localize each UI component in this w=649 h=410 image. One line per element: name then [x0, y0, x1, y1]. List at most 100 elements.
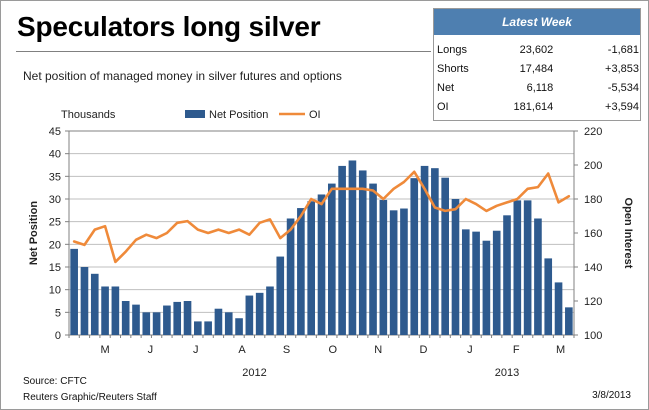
net-position-bar [492, 230, 501, 335]
y2-axis-title: Open Interest [622, 198, 634, 269]
legend-swatch-net-position [185, 110, 205, 118]
latest-row-label: Shorts [437, 62, 469, 75]
x-tick-label: M [556, 344, 565, 356]
credit-note: Reuters Graphic/Reuters Staff [23, 392, 157, 403]
y-tick-label: 20 [49, 239, 61, 251]
y-tick-label: 15 [49, 262, 61, 274]
x-tick-label: S [283, 344, 290, 356]
latest-row-label: Longs [437, 43, 467, 56]
latest-row-change: -5,534 [607, 81, 639, 94]
net-position-bar [266, 286, 274, 335]
y-tick-label: 0 [55, 330, 61, 342]
y-tick-label: 35 [49, 171, 61, 183]
net-position-bar [307, 201, 316, 335]
net-position-bar [90, 273, 99, 335]
latest-row-value: 6,118 [526, 81, 554, 94]
latest-row-label: OI [437, 100, 449, 113]
net-position-bar [431, 168, 439, 335]
net-position-bar [451, 199, 460, 335]
net-position-bar [338, 165, 346, 335]
net-position-bar [482, 240, 491, 335]
net-position-bar [121, 301, 130, 335]
latest-row-value: 17,484 [519, 62, 554, 75]
net-position-bar [513, 200, 522, 335]
net-position-bar [224, 312, 233, 335]
page-title: Speculators long silver [17, 11, 321, 42]
net-position-bar [358, 170, 367, 335]
oi-line [72, 170, 571, 264]
y2-tick-label: 140 [584, 262, 602, 274]
units-label: Thousands [61, 109, 116, 121]
latest-row-net: Net 6,118 -5,534 [437, 78, 639, 97]
year-label: 2013 [495, 367, 519, 379]
net-position-bar [255, 292, 264, 335]
net-position-bar [554, 282, 563, 335]
y2-tick-label: 220 [584, 126, 602, 138]
latest-row-change: +3,594 [605, 100, 639, 113]
x-tick-label: O [329, 344, 338, 356]
y-tick-label: 25 [49, 217, 61, 229]
publish-date: 3/8/2013 [592, 390, 631, 401]
net-position-bar [461, 229, 470, 335]
latest-row-longs: Longs 23,602 -1,681 [437, 40, 639, 59]
y2-tick-label: 160 [584, 228, 602, 240]
net-position-bar [503, 215, 511, 335]
net-position-bar [111, 286, 120, 335]
y2-tick-label: 200 [584, 160, 602, 172]
net-position-bar [379, 199, 388, 335]
net-position-bar [297, 208, 305, 335]
title-divider [16, 51, 431, 52]
x-tick-label: N [374, 344, 382, 356]
net-position-bar [132, 304, 140, 335]
year-label: 2012 [242, 367, 266, 379]
net-position-bar [204, 321, 212, 335]
legend-label-oi: OI [309, 109, 321, 121]
net-position-bar [235, 318, 243, 335]
legend-label-net-position: Net Position [209, 109, 268, 121]
net-position-bar [348, 160, 357, 335]
net-position-bar [420, 165, 429, 335]
x-tick-label: D [420, 344, 428, 356]
x-tick-label: F [513, 344, 520, 356]
net-position-bar [214, 308, 223, 335]
net-position-bar [327, 183, 336, 335]
net-position-bar [441, 177, 449, 335]
net-position-bar [472, 231, 480, 335]
x-tick-label: M [101, 344, 110, 356]
net-position-bar [317, 194, 326, 335]
net-position-bar [245, 295, 254, 335]
latest-week-title: Latest Week [434, 9, 640, 35]
y2-tick-label: 100 [584, 330, 602, 342]
x-tick-label: J [193, 344, 199, 356]
net-position-bar [70, 248, 78, 335]
net-position-bar [534, 218, 542, 335]
x-tick-label: A [238, 344, 246, 356]
net-position-bar [544, 258, 553, 335]
net-position-bar [400, 208, 408, 335]
net-position-bar [173, 301, 182, 335]
y2-tick-label: 120 [584, 296, 602, 308]
net-position-bar [389, 210, 398, 335]
latest-row-change: -1,681 [607, 43, 639, 56]
latest-row-shorts: Shorts 17,484 +3,853 [437, 59, 639, 78]
net-position-bar [101, 286, 109, 335]
latest-row-value: 23,602 [519, 43, 554, 56]
x-tick-label: J [467, 344, 473, 356]
chart-subtitle: Net position of managed money in silver … [23, 69, 342, 83]
net-position-bar [80, 267, 89, 335]
net-position-bar [410, 178, 419, 335]
net-position-bar [142, 312, 151, 335]
net-position-bar [152, 312, 161, 335]
latest-week-table: Longs 23,602 -1,681 Shorts 17,484 +3,853… [437, 40, 639, 116]
y-tick-label: 5 [55, 307, 61, 319]
net-position-bar [286, 218, 295, 335]
net-position-bar [194, 321, 202, 335]
latest-row-change: +3,853 [605, 62, 639, 75]
y-tick-label: 40 [49, 149, 61, 161]
net-position-bar [523, 200, 532, 335]
x-tick-label: J [148, 344, 154, 356]
net-position-bar [369, 183, 377, 335]
latest-row-oi: OI 181,614 +3,594 [437, 97, 639, 116]
